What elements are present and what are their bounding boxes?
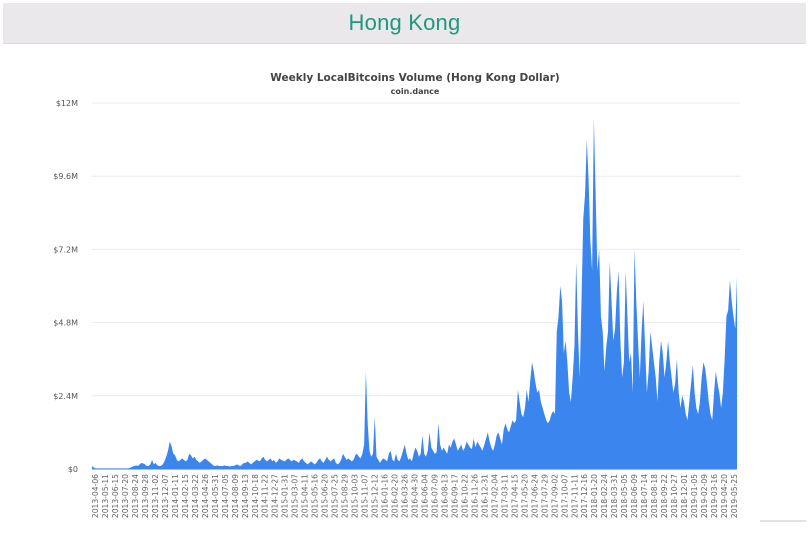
chart-title: Weekly LocalBitcoins Volume (Hong Kong D… (270, 72, 560, 84)
y-axis: $0 $2.4M $4.8M $7.2M $9.6M $12M (53, 99, 78, 474)
x-tick-label: 2019-03-16 (710, 474, 719, 518)
x-tick-label: 2017-12-16 (580, 474, 589, 518)
x-tick-label: 2017-10-07 (560, 474, 569, 518)
page-title: Hong Kong (348, 10, 461, 35)
x-tick-label: 2018-09-22 (660, 474, 669, 518)
x-tick-label: 2015-04-11 (301, 474, 310, 518)
x-tick-label: 2014-12-27 (271, 474, 280, 518)
page-header: Hong Kong (3, 3, 806, 44)
x-tick-label: 2018-03-31 (610, 474, 619, 518)
x-tick-label: 2013-09-28 (141, 474, 150, 518)
x-tick-label: 2016-03-26 (401, 474, 410, 518)
x-tick-label: 2015-07-25 (331, 474, 340, 518)
x-tick-label: 2016-02-20 (391, 474, 400, 518)
x-tick-label: 2017-11-11 (570, 474, 579, 518)
chart-subtitle: coin.dance (390, 87, 440, 96)
x-tick-label: 2016-04-30 (411, 474, 420, 518)
x-tick-label: 2016-07-09 (431, 474, 440, 518)
y-tick-label: $7.2M (53, 245, 78, 254)
x-tick-label: 2015-03-07 (291, 474, 300, 518)
x-tick-label: 2015-06-20 (321, 474, 330, 518)
x-tick-label: 2018-12-01 (680, 474, 689, 518)
x-tick-label: 2016-12-31 (480, 474, 489, 518)
y-tick-label: $4.8M (53, 319, 78, 328)
x-tick-label: 2016-08-13 (441, 474, 450, 518)
y-tick-label: $2.4M (53, 392, 78, 401)
x-tick-label: 2017-02-04 (490, 474, 499, 518)
x-tick-label: 2014-03-22 (191, 474, 200, 518)
x-tick-label: 2015-10-03 (351, 474, 360, 518)
x-tick-label: 2013-08-24 (131, 474, 140, 518)
x-tick-label: 2018-07-14 (640, 474, 649, 518)
x-tick-label: 2017-04-15 (510, 474, 519, 518)
x-axis: 2013-04-06 2013-05-11 2013-06-15 2013-07-20… (91, 474, 739, 518)
y-tick-label: $9.6M (53, 172, 78, 181)
x-tick-label: 2019-05-25 (730, 474, 739, 518)
x-tick-label: 2013-11-02 (151, 474, 160, 518)
x-tick-label: 2017-05-20 (520, 474, 529, 518)
x-tick-label: 2016-06-04 (421, 474, 430, 518)
x-tick-label: 2014-07-05 (221, 474, 230, 518)
x-tick-label: 2013-04-06 (91, 474, 100, 518)
x-tick-label: 2018-06-09 (630, 474, 639, 518)
x-tick-label: 2018-08-18 (650, 474, 659, 518)
x-tick-label: 2019-01-05 (690, 474, 699, 518)
x-tick-label: 2013-06-15 (111, 474, 120, 518)
x-tick-label: 2013-05-11 (101, 474, 110, 518)
y-tick-label: $0 (68, 465, 78, 474)
x-tick-label: 2017-09-02 (550, 474, 559, 518)
x-tick-label: 2014-11-22 (261, 474, 270, 518)
x-tick-label: 2016-01-16 (381, 474, 390, 518)
x-tick-label: 2019-02-09 (700, 474, 709, 518)
chart-gridlines (92, 102, 740, 397)
y-tick-label: $12M (56, 99, 78, 108)
x-tick-label: 2018-02-24 (600, 474, 609, 518)
x-tick-label: 2014-01-11 (171, 474, 180, 518)
x-tick-label: 2014-10-18 (251, 474, 260, 518)
x-tick-label: 2014-05-31 (211, 474, 220, 518)
x-tick-label: 2019-04-20 (720, 474, 729, 518)
x-tick-label: 2016-09-17 (450, 474, 459, 518)
x-tick-label: 2014-09-13 (241, 474, 250, 518)
x-tick-label: 2014-02-15 (181, 474, 190, 518)
x-tick-label: 2013-07-20 (121, 474, 130, 518)
x-tick-label: 2018-10-27 (670, 474, 679, 518)
x-tick-label: 2015-12-12 (371, 474, 380, 518)
x-tick-label: 2014-04-26 (201, 474, 210, 518)
x-tick-label: 2014-08-09 (231, 474, 240, 518)
x-tick-label: 2015-11-07 (361, 474, 370, 518)
x-tick-label: 2018-01-20 (590, 474, 599, 518)
x-tick-label: 2013-12-07 (161, 474, 170, 518)
x-tick-label: 2017-07-29 (540, 474, 549, 518)
x-tick-label: 2015-01-31 (281, 474, 290, 518)
x-tick-label: 2015-08-29 (341, 474, 350, 518)
x-tick-label: 2017-06-24 (530, 474, 539, 518)
x-tick-label: 2016-11-26 (470, 474, 479, 518)
volume-area-series (92, 118, 737, 469)
x-tick-label: 2015-05-16 (311, 474, 320, 518)
scroll-indicator (760, 520, 806, 522)
x-tick-label: 2016-10-22 (460, 474, 469, 518)
x-tick-label: 2018-05-05 (620, 474, 629, 518)
x-tick-label: 2017-03-11 (500, 474, 509, 518)
